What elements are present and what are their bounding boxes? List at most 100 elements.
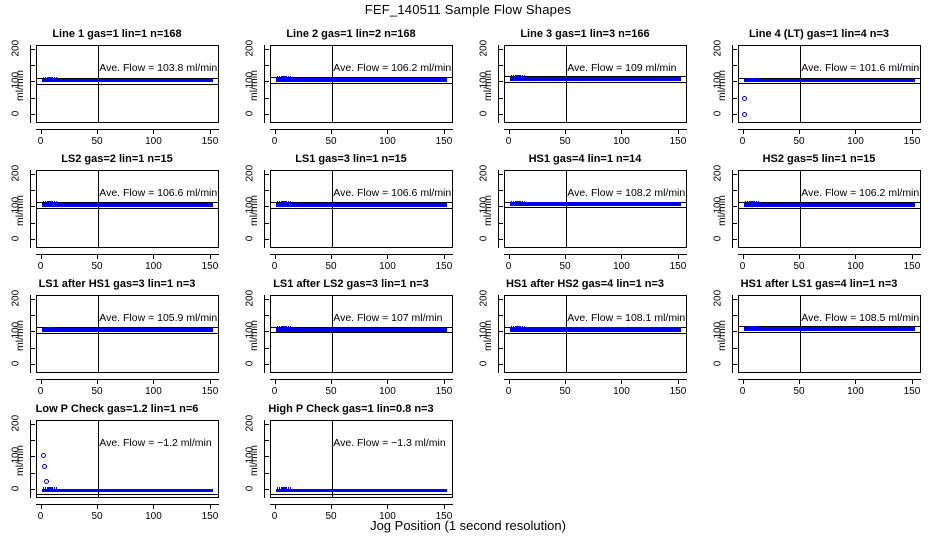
- y-axis-tick: [498, 347, 503, 349]
- x-axis-tick: [799, 254, 800, 259]
- reference-hline: [505, 82, 686, 84]
- reference-vline: [98, 171, 99, 247]
- y-axis-tick: [264, 347, 269, 349]
- y-axis: [264, 295, 270, 373]
- average-flow-annotation: Ave. Flow = 106.6 ml/min: [333, 186, 452, 199]
- average-flow-annotation: Ave. Flow = 108.5 ml/min: [801, 311, 920, 324]
- data-point-cluster: [757, 201, 760, 204]
- y-axis-tick: [498, 97, 503, 99]
- data-point-cluster: [51, 201, 54, 204]
- outlier-point: [41, 453, 47, 459]
- data-point-cluster: [289, 201, 292, 204]
- reference-hline: [739, 326, 920, 328]
- x-axis-tick: [443, 379, 445, 384]
- panel-title: HS2 gas=5 lin=1 n=15: [762, 153, 876, 165]
- x-axis-tick-label: 100: [847, 136, 864, 147]
- data-band: [509, 202, 682, 207]
- x-axis-tick-label: 100: [379, 261, 396, 272]
- data-point-cluster: [55, 487, 58, 490]
- x-axis-tick-label: 0: [739, 136, 746, 147]
- x-axis-tick-label: 0: [739, 261, 746, 272]
- x-axis-tick: [443, 129, 445, 134]
- x-axis: [738, 129, 921, 135]
- y-axis-tick: [264, 65, 269, 67]
- reference-hline: [37, 327, 218, 329]
- plot-area: [504, 170, 687, 248]
- y-axis-tick: [264, 456, 269, 458]
- x-axis-tick-label: 150: [669, 261, 687, 272]
- data-point-cluster: [276, 76, 279, 79]
- data-point-cluster: [515, 325, 517, 328]
- data-point-cluster: [512, 200, 515, 203]
- panel-title: Line 2 gas=1 lin=2 n=168: [286, 28, 416, 40]
- x-axis-tick-label: 0: [37, 511, 44, 522]
- plot-area: [36, 420, 219, 498]
- data-point-cluster: [753, 325, 756, 328]
- data-point-cluster: [519, 325, 522, 328]
- y-axis-tick: [498, 315, 503, 317]
- flow-panel-10: LS1 after LS2 gas=3 lin=1 n=3 ml/min 0 100 2…: [234, 278, 468, 403]
- x-axis-tick-label: 100: [847, 386, 864, 397]
- y-axis-tick-label: 100: [244, 447, 256, 464]
- reference-hline: [37, 332, 218, 334]
- data-band: [275, 488, 448, 493]
- y-axis-tick: [732, 81, 737, 83]
- y-axis-tick-label: 200: [244, 414, 256, 432]
- y-axis-tick: [264, 206, 269, 208]
- y-axis: [732, 45, 738, 123]
- y-axis-tick: [30, 472, 35, 474]
- y-axis-tick: [30, 113, 35, 115]
- data-point-cluster: [44, 487, 47, 490]
- flow-panel-1: Line 1 gas=1 lin=1 n=168 ml/min 0 100 200 Ave…: [0, 28, 234, 153]
- x-axis-tick: [911, 379, 913, 384]
- data-band: [275, 327, 448, 332]
- x-axis-tick-label: 100: [613, 261, 630, 272]
- x-axis-tick-label: 0: [271, 386, 278, 397]
- y-axis-tick: [732, 298, 737, 300]
- y-axis-tick: [264, 81, 269, 83]
- y-axis-tick: [30, 97, 35, 99]
- y-axis-tick: [30, 190, 35, 192]
- x-axis-tick: [565, 129, 566, 134]
- x-axis-tick-label: 150: [669, 136, 687, 147]
- y-axis-tick-label: 0: [478, 235, 490, 242]
- data-band: [509, 327, 682, 333]
- data-point-cluster: [510, 200, 513, 203]
- y-axis-tick: [30, 347, 35, 349]
- x-axis-tick-label: 100: [379, 511, 396, 522]
- data-point-cluster: [521, 75, 524, 78]
- y-axis-tick: [498, 173, 503, 175]
- reference-vline: [566, 296, 567, 372]
- average-flow-annotation: Ave. Flow = 106.2 ml/min: [801, 186, 920, 199]
- reference-hline: [505, 207, 686, 209]
- data-point-cluster: [55, 77, 58, 79]
- y-axis-tick: [30, 206, 35, 208]
- reference-hline: [271, 332, 452, 334]
- data-point-cluster: [278, 76, 281, 79]
- data-point-cluster: [283, 76, 285, 79]
- y-axis-tick: [30, 488, 35, 490]
- x-axis-tick-label: 50: [559, 386, 571, 397]
- y-axis-tick: [264, 472, 269, 474]
- y-axis-tick: [498, 65, 503, 67]
- y-axis-tick: [264, 423, 269, 425]
- y-axis-tick: [732, 113, 737, 115]
- plot-area: [270, 295, 453, 373]
- y-axis-tick: [732, 315, 737, 317]
- data-point-cluster: [749, 201, 751, 204]
- y-axis-tick: [30, 331, 35, 333]
- y-axis-tick: [264, 238, 269, 240]
- reference-vline: [800, 171, 801, 247]
- outlier-point: [742, 96, 748, 102]
- data-band: [743, 327, 916, 332]
- data-point-cluster: [278, 201, 281, 204]
- x-axis-tick: [855, 129, 857, 134]
- data-point-cluster: [55, 201, 58, 204]
- data-point-cluster: [285, 326, 288, 329]
- x-axis-tick-label: 50: [91, 511, 103, 522]
- plot-area: [738, 295, 921, 373]
- y-axis-tick: [732, 97, 737, 99]
- data-point-cluster: [515, 75, 517, 78]
- data-point-cluster: [755, 325, 758, 328]
- data-point-cluster: [749, 77, 751, 80]
